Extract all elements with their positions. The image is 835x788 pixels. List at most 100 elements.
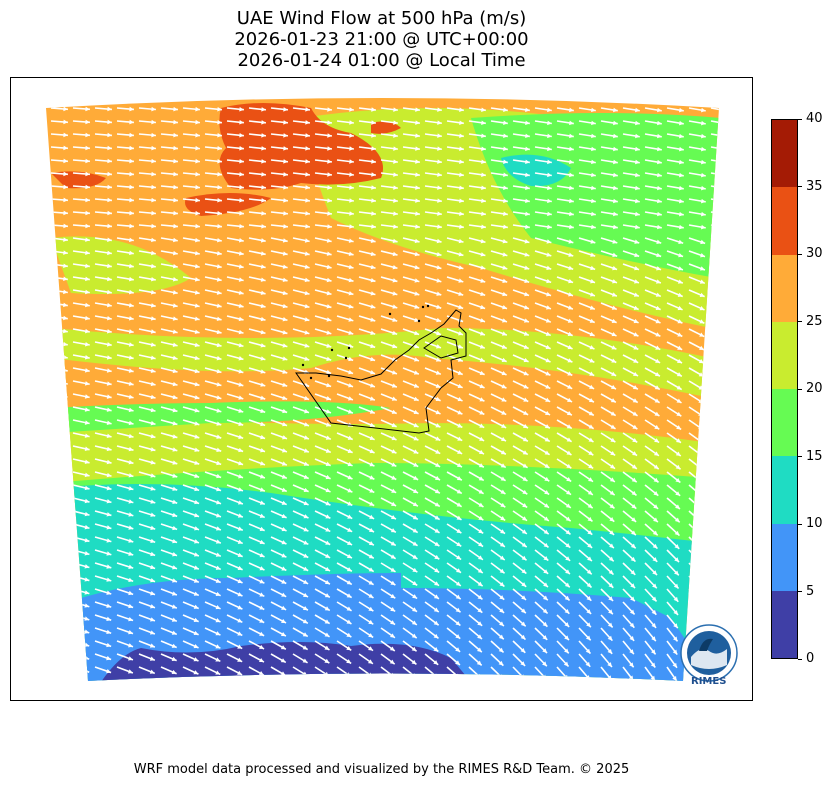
wind-arrow <box>710 211 719 216</box>
wind-arrow-head <box>545 318 551 323</box>
wind-arrow-head <box>547 211 552 217</box>
wind-arrow-head <box>369 462 375 467</box>
wind-arrow-head <box>566 490 571 495</box>
wind-arrow-head <box>216 395 222 400</box>
wind-arrow-head <box>85 276 90 282</box>
wind-arrow-head <box>676 425 682 430</box>
wind-arrow-head <box>651 623 657 628</box>
wind-arrow-head <box>566 411 572 416</box>
wind-arrow-head <box>613 107 618 113</box>
wind-arrow-head <box>151 184 156 190</box>
wind-arrow-head <box>346 645 352 651</box>
wind-arrow-head <box>612 265 618 271</box>
wind-arrow-head <box>695 610 700 616</box>
wind-arrow-head <box>607 635 613 641</box>
wind-arrow <box>710 172 719 177</box>
wind-arrow-head <box>566 450 572 455</box>
wind-arrow-head <box>324 593 330 598</box>
wind-arrow-head <box>259 487 265 492</box>
wind-arrow-head <box>723 225 728 229</box>
wind-arrow-head <box>722 266 727 270</box>
wind-arrow-head <box>85 106 90 112</box>
wind-arrow-head <box>480 304 486 310</box>
wind-arrow-head <box>697 478 703 483</box>
wind-arrow-head <box>324 619 330 624</box>
wind-arrow-head <box>720 399 725 403</box>
wind-arrow-head <box>107 237 112 243</box>
wind-arrow-head <box>481 107 486 112</box>
wind-arrow-head <box>567 344 573 350</box>
wind-arrow-head <box>281 566 287 571</box>
wind-arrow-head <box>172 355 178 361</box>
wind-arrow <box>710 354 719 365</box>
wind-arrow-head <box>633 292 639 297</box>
wind-arrow-head <box>215 657 221 662</box>
wind-arrow-head <box>567 331 573 336</box>
wind-arrow-head <box>459 185 464 190</box>
wind-arrow-head <box>348 251 354 257</box>
wind-arrow-head <box>589 292 595 297</box>
wind-arrow-head <box>653 451 659 456</box>
wind-arrow <box>710 237 719 245</box>
wind-arrow-head <box>63 210 68 216</box>
wind-arrow-head <box>411 646 417 652</box>
wind-arrow-head <box>568 278 574 284</box>
wind-arrow-head <box>217 184 222 190</box>
wind-arrow-head <box>194 486 200 492</box>
wind-arrow-head <box>479 384 485 389</box>
wind-arrow <box>50 406 68 411</box>
wind-arrow-head <box>216 447 222 452</box>
wind-arrow-head <box>678 224 684 230</box>
wind-arrow-head <box>567 371 573 376</box>
wind-arrow-head <box>368 554 374 559</box>
wind-arrow <box>710 549 719 564</box>
wind-arrow-head <box>498 647 504 653</box>
wind-arrow-head <box>171 669 177 675</box>
wind-arrow-head <box>347 475 353 480</box>
wind-arrow-head <box>611 371 617 376</box>
wind-arrow-head <box>700 133 706 139</box>
wind-arrow-head <box>565 543 571 548</box>
wind-arrow-head <box>305 198 310 203</box>
wind-arrow-head <box>128 643 133 648</box>
wind-arrow-head <box>303 592 309 597</box>
wind-arrow-head <box>456 528 462 534</box>
wind-arrow-head <box>459 198 464 203</box>
wind-arrow-head <box>347 396 353 401</box>
wind-arrow-head <box>568 252 574 257</box>
wind-arrow-head <box>63 250 68 255</box>
wind-arrow-head <box>107 158 112 164</box>
wind-arrow-head <box>613 172 618 178</box>
wind-arrow-head <box>171 643 177 648</box>
wind-arrow-head <box>393 120 398 125</box>
wind-arrow <box>710 588 719 603</box>
band-30-35-north <box>219 103 383 190</box>
wind-arrow-head <box>62 668 68 673</box>
wind-arrow-head <box>612 279 617 284</box>
wind-arrow-head <box>238 316 244 322</box>
wind-arrow-head <box>129 197 134 203</box>
wind-arrow <box>710 445 719 458</box>
wind-arrow-head <box>129 145 134 151</box>
wind-arrow-head <box>521 595 527 600</box>
wind-arrow-head <box>718 518 719 523</box>
colorbar-tick <box>798 523 802 525</box>
wind-arrow-head <box>305 224 310 229</box>
wind-arrow-head <box>326 238 332 243</box>
wind-arrow-head <box>503 107 508 113</box>
wind-arrow-head <box>151 197 156 203</box>
wind-arrow-head <box>238 290 244 295</box>
wind-arrow-head <box>411 673 417 678</box>
wind-arrow-head <box>326 264 332 270</box>
wind-arrow-head <box>718 504 719 510</box>
wind-arrow <box>50 523 68 529</box>
wind-arrow-head <box>282 251 288 256</box>
wind-arrow-head <box>611 305 617 310</box>
wind-arrow <box>50 393 68 398</box>
wind-arrow-head <box>303 579 309 584</box>
wind-arrow-head <box>129 119 134 125</box>
wind-arrow-head <box>259 618 265 623</box>
wind-arrow-head <box>150 577 156 583</box>
wind-arrow-head <box>149 643 155 648</box>
wind-arrow-head <box>84 537 90 543</box>
